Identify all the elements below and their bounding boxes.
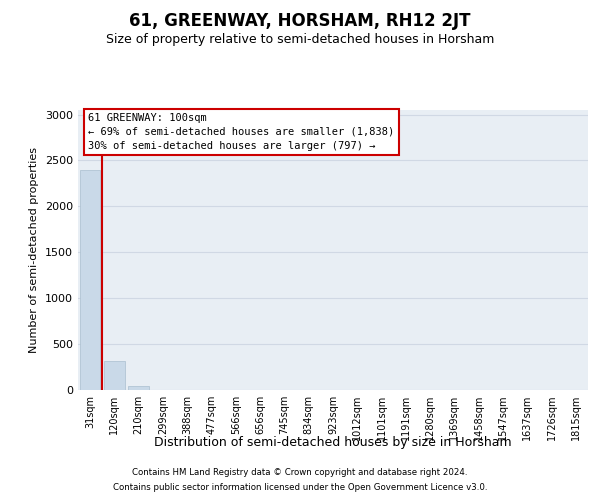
Text: Size of property relative to semi-detached houses in Horsham: Size of property relative to semi-detach… xyxy=(106,32,494,46)
Text: 61, GREENWAY, HORSHAM, RH12 2JT: 61, GREENWAY, HORSHAM, RH12 2JT xyxy=(129,12,471,30)
Y-axis label: Number of semi-detached properties: Number of semi-detached properties xyxy=(29,147,40,353)
Text: Distribution of semi-detached houses by size in Horsham: Distribution of semi-detached houses by … xyxy=(154,436,512,449)
Bar xyxy=(80,170,100,390)
Text: Contains HM Land Registry data © Crown copyright and database right 2024.: Contains HM Land Registry data © Crown c… xyxy=(132,468,468,477)
Text: Contains public sector information licensed under the Open Government Licence v3: Contains public sector information licen… xyxy=(113,483,487,492)
Bar xyxy=(128,386,149,390)
Bar xyxy=(104,360,125,390)
Text: 61 GREENWAY: 100sqm
← 69% of semi-detached houses are smaller (1,838)
30% of sem: 61 GREENWAY: 100sqm ← 69% of semi-detach… xyxy=(88,113,394,151)
